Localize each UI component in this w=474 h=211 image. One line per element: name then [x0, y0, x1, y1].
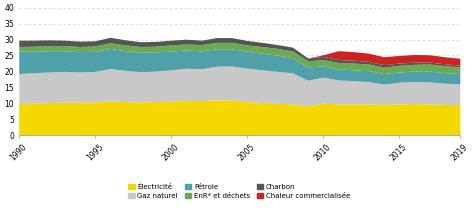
Legend: Électricité, Gaz naturel, Pétrole, EnR* et déchets, Charbon, Chaleur commerciali: Électricité, Gaz naturel, Pétrole, EnR* …: [128, 183, 350, 199]
